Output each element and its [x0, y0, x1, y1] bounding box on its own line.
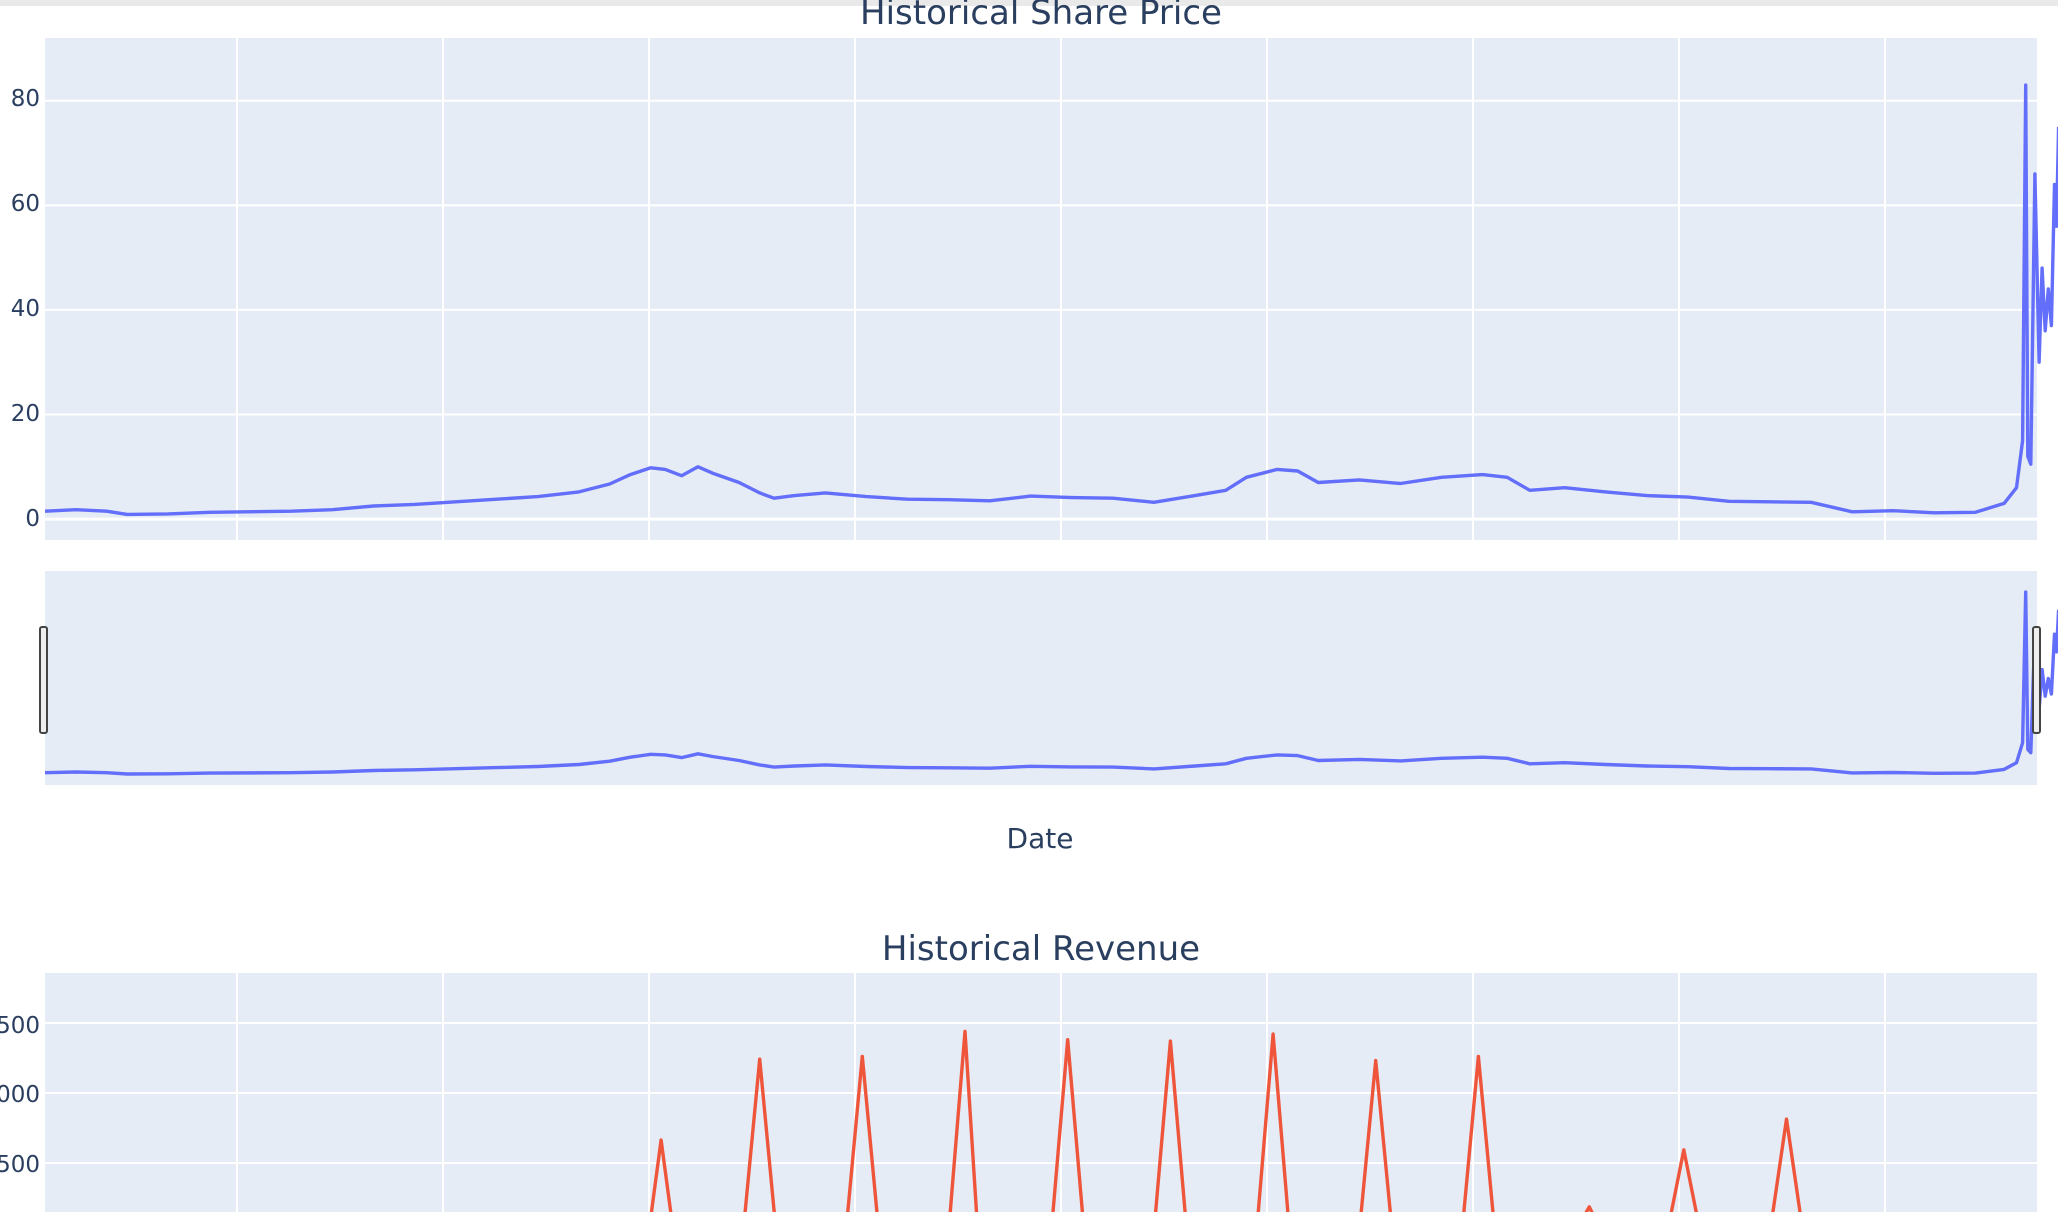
price-gridlines: [45, 38, 2037, 540]
revenue-gridlines: [45, 973, 2037, 1212]
revenue-chart-title: Historical Revenue: [882, 929, 1200, 969]
top-shadow: [0, 0, 2058, 6]
price-ytick-0: 0: [25, 506, 40, 532]
revenue-series-line: [649, 1029, 1802, 1212]
price-series-line: [44, 83, 2058, 517]
revenue-y-axis: 500 000 500: [0, 1013, 40, 1178]
revenue-ytick-low: 500: [0, 1152, 40, 1178]
range-slider-left-handle[interactable]: [39, 626, 48, 734]
price-plot-area[interactable]: [45, 38, 2037, 540]
range-slider[interactable]: [45, 571, 2037, 785]
price-ytick-60: 60: [11, 191, 40, 217]
revenue-ytick-mid: 000: [0, 1082, 40, 1108]
range-slider-right-handle[interactable]: [2032, 626, 2041, 734]
range-slider-series-line: [44, 590, 2058, 776]
price-ytick-20: 20: [11, 401, 40, 427]
revenue-ytick-top: 500: [0, 1013, 40, 1039]
price-chart-title: Historical Share Price: [860, 0, 1222, 33]
price-ytick-80: 80: [11, 86, 40, 112]
price-ytick-40: 40: [11, 296, 40, 322]
x-axis-title: Date: [1007, 822, 1074, 855]
price-y-axis: 0 20 40 60 80: [11, 86, 40, 532]
